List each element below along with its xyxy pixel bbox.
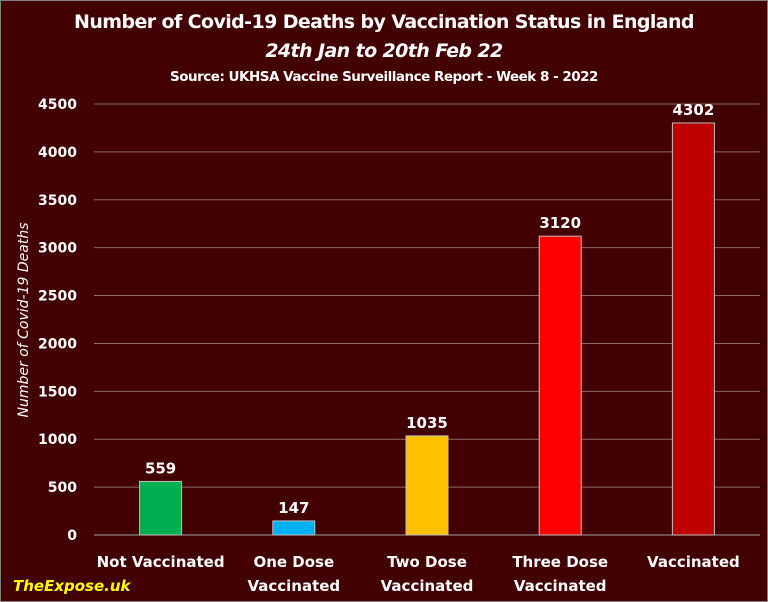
x-tick-label: Vaccinated (514, 577, 607, 595)
data-label: 3120 (539, 214, 581, 232)
chart-subtitle: 24th Jan to 20th Feb 22 (265, 40, 503, 62)
y-tick-label: 4500 (38, 97, 77, 113)
watermark: TheExpose.uk (13, 577, 131, 595)
data-label: 559 (145, 459, 176, 477)
y-tick-label: 2000 (38, 336, 77, 352)
data-label: 1035 (406, 414, 448, 432)
x-tick-label: One Dose (253, 553, 334, 571)
bar (405, 435, 449, 536)
chart-source: Source: UKHSA Vaccine Surveillance Repor… (170, 69, 598, 85)
x-tick-label: Vaccinated (381, 577, 474, 595)
chart-title: Number of Covid-19 Deaths by Vaccination… (74, 11, 694, 33)
y-tick-label: 4000 (38, 145, 77, 161)
x-tick-label: Vaccinated (247, 577, 340, 595)
data-label: 4302 (673, 101, 715, 119)
bar (139, 480, 183, 536)
y-tick-label: 2500 (38, 289, 77, 305)
y-tick-label: 1500 (38, 384, 77, 400)
bar (272, 520, 316, 536)
y-axis-label: Number of Covid-19 Deaths (16, 223, 32, 418)
y-tick-label: 3000 (38, 241, 77, 257)
data-label: 147 (278, 499, 309, 517)
y-tick-label: 500 (48, 480, 77, 496)
x-tick-label: Two Dose (387, 553, 467, 571)
bar (538, 235, 582, 536)
x-tick-label: Three Dose (512, 553, 608, 571)
y-tick-label: 3500 (38, 193, 77, 209)
x-tick-label: Vaccinated (647, 553, 740, 571)
y-tick-label: 1000 (38, 432, 77, 448)
y-tick-label: 0 (67, 528, 77, 544)
bar (671, 122, 715, 536)
x-tick-label: Not Vaccinated (97, 553, 225, 571)
